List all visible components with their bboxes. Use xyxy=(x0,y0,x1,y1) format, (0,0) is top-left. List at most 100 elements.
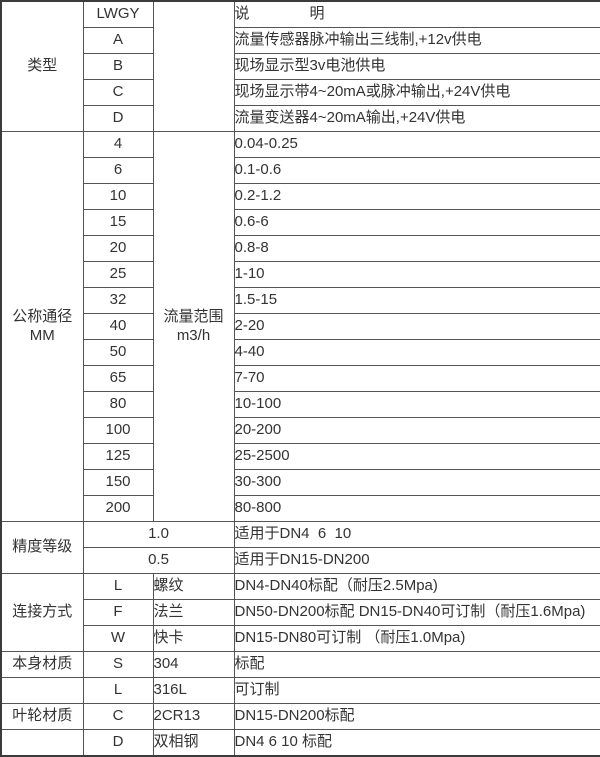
table-row: 精度等级 1.0 适用于DN4 6 10 xyxy=(0,521,600,574)
flow-range-value: 0.2-1.2 xyxy=(233,183,600,210)
table-row: 连接方式 L 螺纹 DN4-DN40标配（耐压2.5Mpa) xyxy=(0,573,600,652)
section-label-type: 类型 xyxy=(0,0,84,132)
flow-range-value: 0.1-0.6 xyxy=(233,157,600,184)
connection-name: 法兰 xyxy=(152,599,235,626)
table-row: 20 0.8-8 xyxy=(1,235,600,262)
table-row: 100 20-200 xyxy=(1,417,600,444)
table-row: 150 30-300 xyxy=(1,469,600,496)
type-desc: 现场显示型3v电池供电 xyxy=(233,53,600,80)
flow-range-label: 流量范围 m3/h xyxy=(152,131,235,522)
material-code: S xyxy=(82,651,154,678)
connection-code: F xyxy=(82,599,154,626)
material-desc: 标配 xyxy=(233,651,600,678)
dn-value: 32 xyxy=(82,287,154,314)
flow-range-value: 30-300 xyxy=(233,469,600,496)
accuracy-desc: 适用于DN4 6 10 xyxy=(233,521,600,548)
table-row: D 流量变送器4~20mA输出,+24V供电 xyxy=(1,105,600,132)
material-desc: DN15-DN200标配 xyxy=(233,703,600,730)
material-code: C xyxy=(82,703,154,730)
spacer-cell xyxy=(152,0,235,132)
table-row: A 流量传感器脉冲输出三线制,+12v供电 xyxy=(1,27,600,54)
table-row: W 快卡 DN15-DN80可订制 （耐压1.0Mpa) xyxy=(1,625,600,652)
flow-range-value: 25-2500 xyxy=(233,443,600,470)
connection-desc: DN15-DN80可订制 （耐压1.0Mpa) xyxy=(233,625,600,652)
table-row: 200 80-800 xyxy=(1,495,600,522)
dn-value: 20 xyxy=(82,235,154,262)
type-code: C xyxy=(82,79,154,106)
flow-range-value: 2-20 xyxy=(233,313,600,340)
model-code-header: LWGY xyxy=(82,0,154,28)
flow-range-value: 0.6-6 xyxy=(233,209,600,236)
connection-name: 螺纹 xyxy=(152,573,235,600)
table-row: 本身材质 S 304 标配 xyxy=(0,651,600,678)
table-row: F 法兰 DN50-DN200标配 DN15-DN40可订制（耐压1.6Mpa) xyxy=(1,599,600,626)
connection-code: W xyxy=(82,625,154,652)
table-row: 80 10-100 xyxy=(1,391,600,418)
dn-value: 125 xyxy=(82,443,154,470)
type-code: B xyxy=(82,53,154,80)
table-row: 公称通径 MM 4 流量范围 m3/h 0.04-0.25 xyxy=(0,131,600,522)
material-name: 304 xyxy=(152,651,235,678)
description-header: 说 明 xyxy=(233,0,600,28)
dn-value: 6 xyxy=(82,157,154,184)
dn-value: 65 xyxy=(82,365,154,392)
connection-code: L xyxy=(82,573,154,600)
table-row: 10 0.2-1.2 xyxy=(1,183,600,210)
type-code: D xyxy=(82,105,154,132)
flow-range-value: 1.5-15 xyxy=(233,287,600,314)
dn-value: 50 xyxy=(82,339,154,366)
dn-value: 4 xyxy=(82,131,154,158)
dn-value: 15 xyxy=(82,209,154,236)
flow-range-value: 0.04-0.25 xyxy=(233,131,600,158)
accuracy-desc: 适用于DN15-DN200 xyxy=(233,547,600,574)
dn-value: 10 xyxy=(82,183,154,210)
table-row: 50 4-40 xyxy=(1,339,600,366)
table-row: 6 0.1-0.6 xyxy=(1,157,600,184)
table-row: 65 7-70 xyxy=(1,365,600,392)
flow-range-value: 1-10 xyxy=(233,261,600,288)
type-desc: 现场显示带4~20mA或脉冲输出,+24V供电 xyxy=(233,79,600,106)
flow-range-value: 0.8-8 xyxy=(233,235,600,262)
table-row: 40 2-20 xyxy=(1,313,600,340)
dn-value: 25 xyxy=(82,261,154,288)
dn-value: 100 xyxy=(82,417,154,444)
table-row: B 现场显示型3v电池供电 xyxy=(1,53,600,80)
type-desc: 流量变送器4~20mA输出,+24V供电 xyxy=(233,105,600,132)
table-row: C 现场显示带4~20mA或脉冲输出,+24V供电 xyxy=(1,79,600,106)
flow-range-value: 7-70 xyxy=(233,365,600,392)
material-name: 2CR13 xyxy=(152,703,235,730)
section-label-diameter: 公称通径 MM xyxy=(0,131,84,522)
flow-range-value: 80-800 xyxy=(233,495,600,522)
table-row: 15 0.6-6 xyxy=(1,209,600,236)
table-row: 类型 LWGY 说 明 xyxy=(0,0,600,132)
material-desc: 可订制 xyxy=(233,677,600,704)
accuracy-grade: 0.5 xyxy=(82,547,235,574)
table-row: 125 25-2500 xyxy=(1,443,600,470)
section-label-accuracy: 精度等级 xyxy=(0,521,84,574)
section-label-connection: 连接方式 xyxy=(0,573,84,652)
dn-value: 150 xyxy=(82,469,154,496)
dn-value: 40 xyxy=(82,313,154,340)
type-code: A xyxy=(82,27,154,54)
connection-name: 快卡 xyxy=(152,625,235,652)
connection-desc: DN50-DN200标配 DN15-DN40可订制（耐压1.6Mpa) xyxy=(233,599,600,626)
table-row: 25 1-10 xyxy=(1,261,600,288)
material-label: 叶轮材质 xyxy=(0,703,84,730)
material-name: 316L xyxy=(152,677,235,704)
flow-range-value: 10-100 xyxy=(233,391,600,418)
table-row: L 316L 可订制 xyxy=(0,677,600,704)
dn-value: 200 xyxy=(82,495,154,522)
material-code: L xyxy=(82,677,154,704)
type-desc: 流量传感器脉冲输出三线制,+12v供电 xyxy=(233,27,600,54)
table-row: 叶轮材质 C 2CR13 DN15-DN200标配 xyxy=(0,703,600,730)
flow-range-value: 20-200 xyxy=(233,417,600,444)
table-row: 0.5 适用于DN15-DN200 xyxy=(1,547,600,574)
accuracy-grade: 1.0 xyxy=(82,521,235,548)
flow-range-value: 4-40 xyxy=(233,339,600,366)
connection-desc: DN4-DN40标配（耐压2.5Mpa) xyxy=(233,573,600,600)
material-label: 本身材质 xyxy=(0,651,84,678)
dn-value: 80 xyxy=(82,391,154,418)
material-label xyxy=(0,677,84,704)
table-row: 32 1.5-15 xyxy=(1,287,600,314)
